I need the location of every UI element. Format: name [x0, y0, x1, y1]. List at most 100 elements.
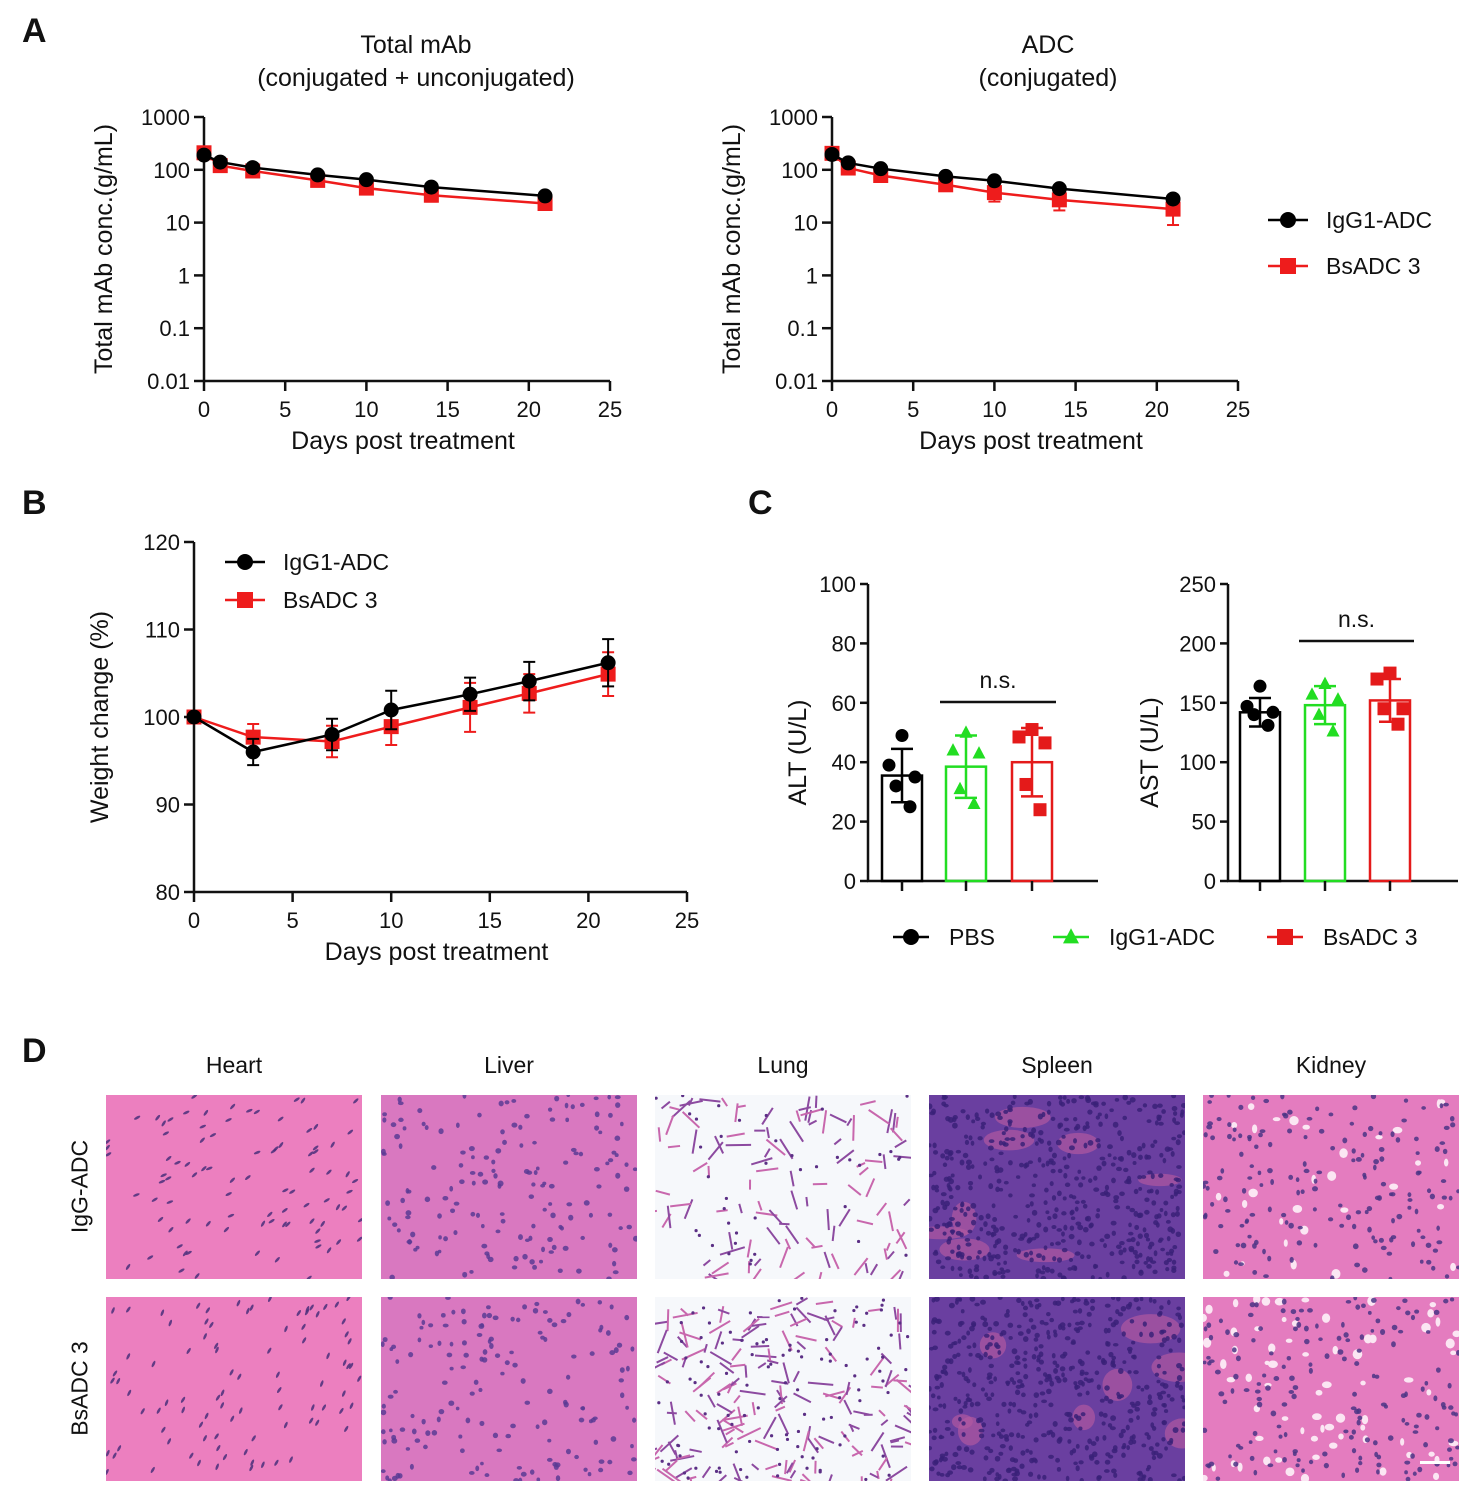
data-point-igg1-adc — [824, 146, 840, 162]
legend-label: BsADC 3 — [1323, 924, 1418, 950]
data-point-igg1-adc — [245, 160, 261, 176]
y-tick-label: 10 — [794, 211, 818, 236]
bar-pbs — [1238, 711, 1282, 883]
x-tick-label: 15 — [478, 908, 502, 933]
x-tick-label: 5 — [286, 908, 298, 933]
data-point-bsadc-3 — [1012, 730, 1026, 744]
data-point-pbs — [903, 800, 917, 814]
y-tick-label: 1 — [806, 263, 818, 288]
data-point-igg1-adc — [600, 655, 616, 671]
data-point-bsadc-3 — [1025, 723, 1039, 737]
data-point-igg1-adc — [1326, 724, 1340, 737]
y-tick-label: 120 — [143, 530, 180, 555]
data-point-bsadc-3 — [245, 729, 261, 745]
data-point-igg1-adc — [196, 147, 212, 163]
y-tick-label: 1 — [178, 263, 190, 288]
legend-label: PBS — [949, 924, 995, 950]
data-point-bsadc-3 — [1377, 702, 1391, 716]
y-tick-label: 100 — [143, 705, 180, 730]
x-tick-label: 20 — [1145, 397, 1169, 422]
y-axis-label: Total mAb conc.(g/mL) — [90, 124, 118, 374]
data-point-igg1-adc — [310, 167, 326, 183]
histology-row-label: IgG-ADC — [66, 1139, 93, 1234]
chart-subtitle: (conjugated) — [979, 64, 1118, 92]
y-tick-label: 80 — [832, 631, 856, 656]
histology-image-kidney-igg-adc — [1203, 1095, 1459, 1279]
data-point-bsadc-3 — [1019, 777, 1033, 791]
y-tick-label: 90 — [156, 793, 180, 818]
data-point-igg1-adc — [873, 161, 889, 177]
scale-bar — [1420, 1461, 1450, 1464]
x-tick-label: 20 — [576, 908, 600, 933]
x-tick-label: 10 — [982, 397, 1006, 422]
data-point-igg1-adc — [245, 744, 261, 760]
data-point-igg1-adc — [967, 796, 981, 809]
x-axis-label: Days post treatment — [291, 427, 515, 455]
y-tick-label: 0.1 — [159, 316, 190, 341]
panel-letter-a: A — [22, 12, 47, 50]
histology-texture — [929, 1297, 1185, 1481]
significance-label: n.s. — [979, 667, 1016, 693]
histology-column-title: Lung — [757, 1052, 809, 1078]
y-tick-label: 100 — [1179, 750, 1216, 775]
data-point-bsadc-3 — [1038, 736, 1052, 750]
data-point-igg1-adc — [324, 727, 340, 742]
y-tick-label: 250 — [1179, 572, 1216, 597]
y-tick-label: 0.01 — [147, 369, 190, 394]
y-tick-label: 80 — [156, 880, 180, 905]
data-point-igg1-adc — [959, 725, 973, 738]
y-tick-label: 100 — [781, 158, 818, 183]
data-point-pbs — [895, 728, 909, 742]
histology-image-kidney-bsadc3 — [1203, 1297, 1459, 1481]
data-point-pbs — [889, 779, 903, 793]
y-tick-label: 1000 — [769, 105, 818, 130]
histology-texture — [655, 1297, 911, 1481]
y-axis-label: Total mAb conc.(g/mL) — [718, 124, 746, 374]
x-tick-label: 5 — [279, 397, 291, 422]
histology-texture — [655, 1095, 911, 1279]
data-point-igg1-adc — [537, 188, 553, 204]
data-point-pbs — [908, 770, 922, 784]
histology-texture — [1203, 1095, 1459, 1279]
y-tick-label: 0 — [844, 869, 856, 894]
y-tick-label: 110 — [145, 618, 180, 643]
x-tick-label: 25 — [598, 397, 622, 422]
x-tick-label: 20 — [517, 397, 541, 422]
data-point-igg1-adc — [953, 781, 967, 795]
x-axis-label: Days post treatment — [325, 938, 549, 966]
histology-image-spleen-bsadc3 — [929, 1297, 1185, 1481]
data-point-bsadc-3 — [1370, 672, 1384, 686]
data-point-pbs — [1253, 679, 1267, 693]
data-point-igg1-adc — [946, 743, 960, 756]
x-tick-label: 0 — [188, 908, 200, 933]
data-point-igg1-adc — [972, 746, 986, 759]
y-tick-label: 200 — [1179, 631, 1216, 656]
histology-image-liver-bsadc3 — [381, 1297, 637, 1481]
histology-image-spleen-igg-adc — [929, 1095, 1185, 1279]
y-tick-label: 0 — [1204, 869, 1216, 894]
histology-image-lung-igg-adc — [655, 1095, 911, 1279]
legend-marker — [237, 592, 253, 608]
data-point-pbs — [882, 758, 896, 772]
data-point-pbs — [1261, 718, 1275, 732]
x-tick-label: 25 — [675, 908, 699, 933]
histology-column-title: Liver — [484, 1052, 534, 1078]
y-tick-label: 1000 — [141, 105, 190, 130]
chart-subtitle: (conjugated + unconjugated) — [257, 64, 575, 92]
histology-column-title: Heart — [205, 1052, 263, 1078]
histology-image-heart-bsadc3 — [106, 1297, 362, 1481]
data-point-igg1-adc — [938, 168, 954, 184]
data-point-igg1-adc — [1051, 181, 1067, 197]
data-point-igg1-adc — [358, 172, 374, 188]
y-tick-label: 60 — [832, 691, 856, 716]
y-tick-label: 40 — [832, 750, 856, 775]
x-tick-label: 10 — [354, 397, 378, 422]
y-tick-label: 100 — [153, 158, 190, 183]
x-tick-label: 15 — [435, 397, 459, 422]
data-point-igg1-adc — [1165, 191, 1181, 207]
data-point-igg1-adc — [521, 673, 537, 689]
data-point-igg1-adc — [186, 709, 202, 725]
legend-label: IgG1-ADC — [1326, 207, 1432, 233]
y-axis-label: AST (U/L) — [1136, 697, 1164, 808]
chart-title: Total mAb — [360, 31, 471, 59]
